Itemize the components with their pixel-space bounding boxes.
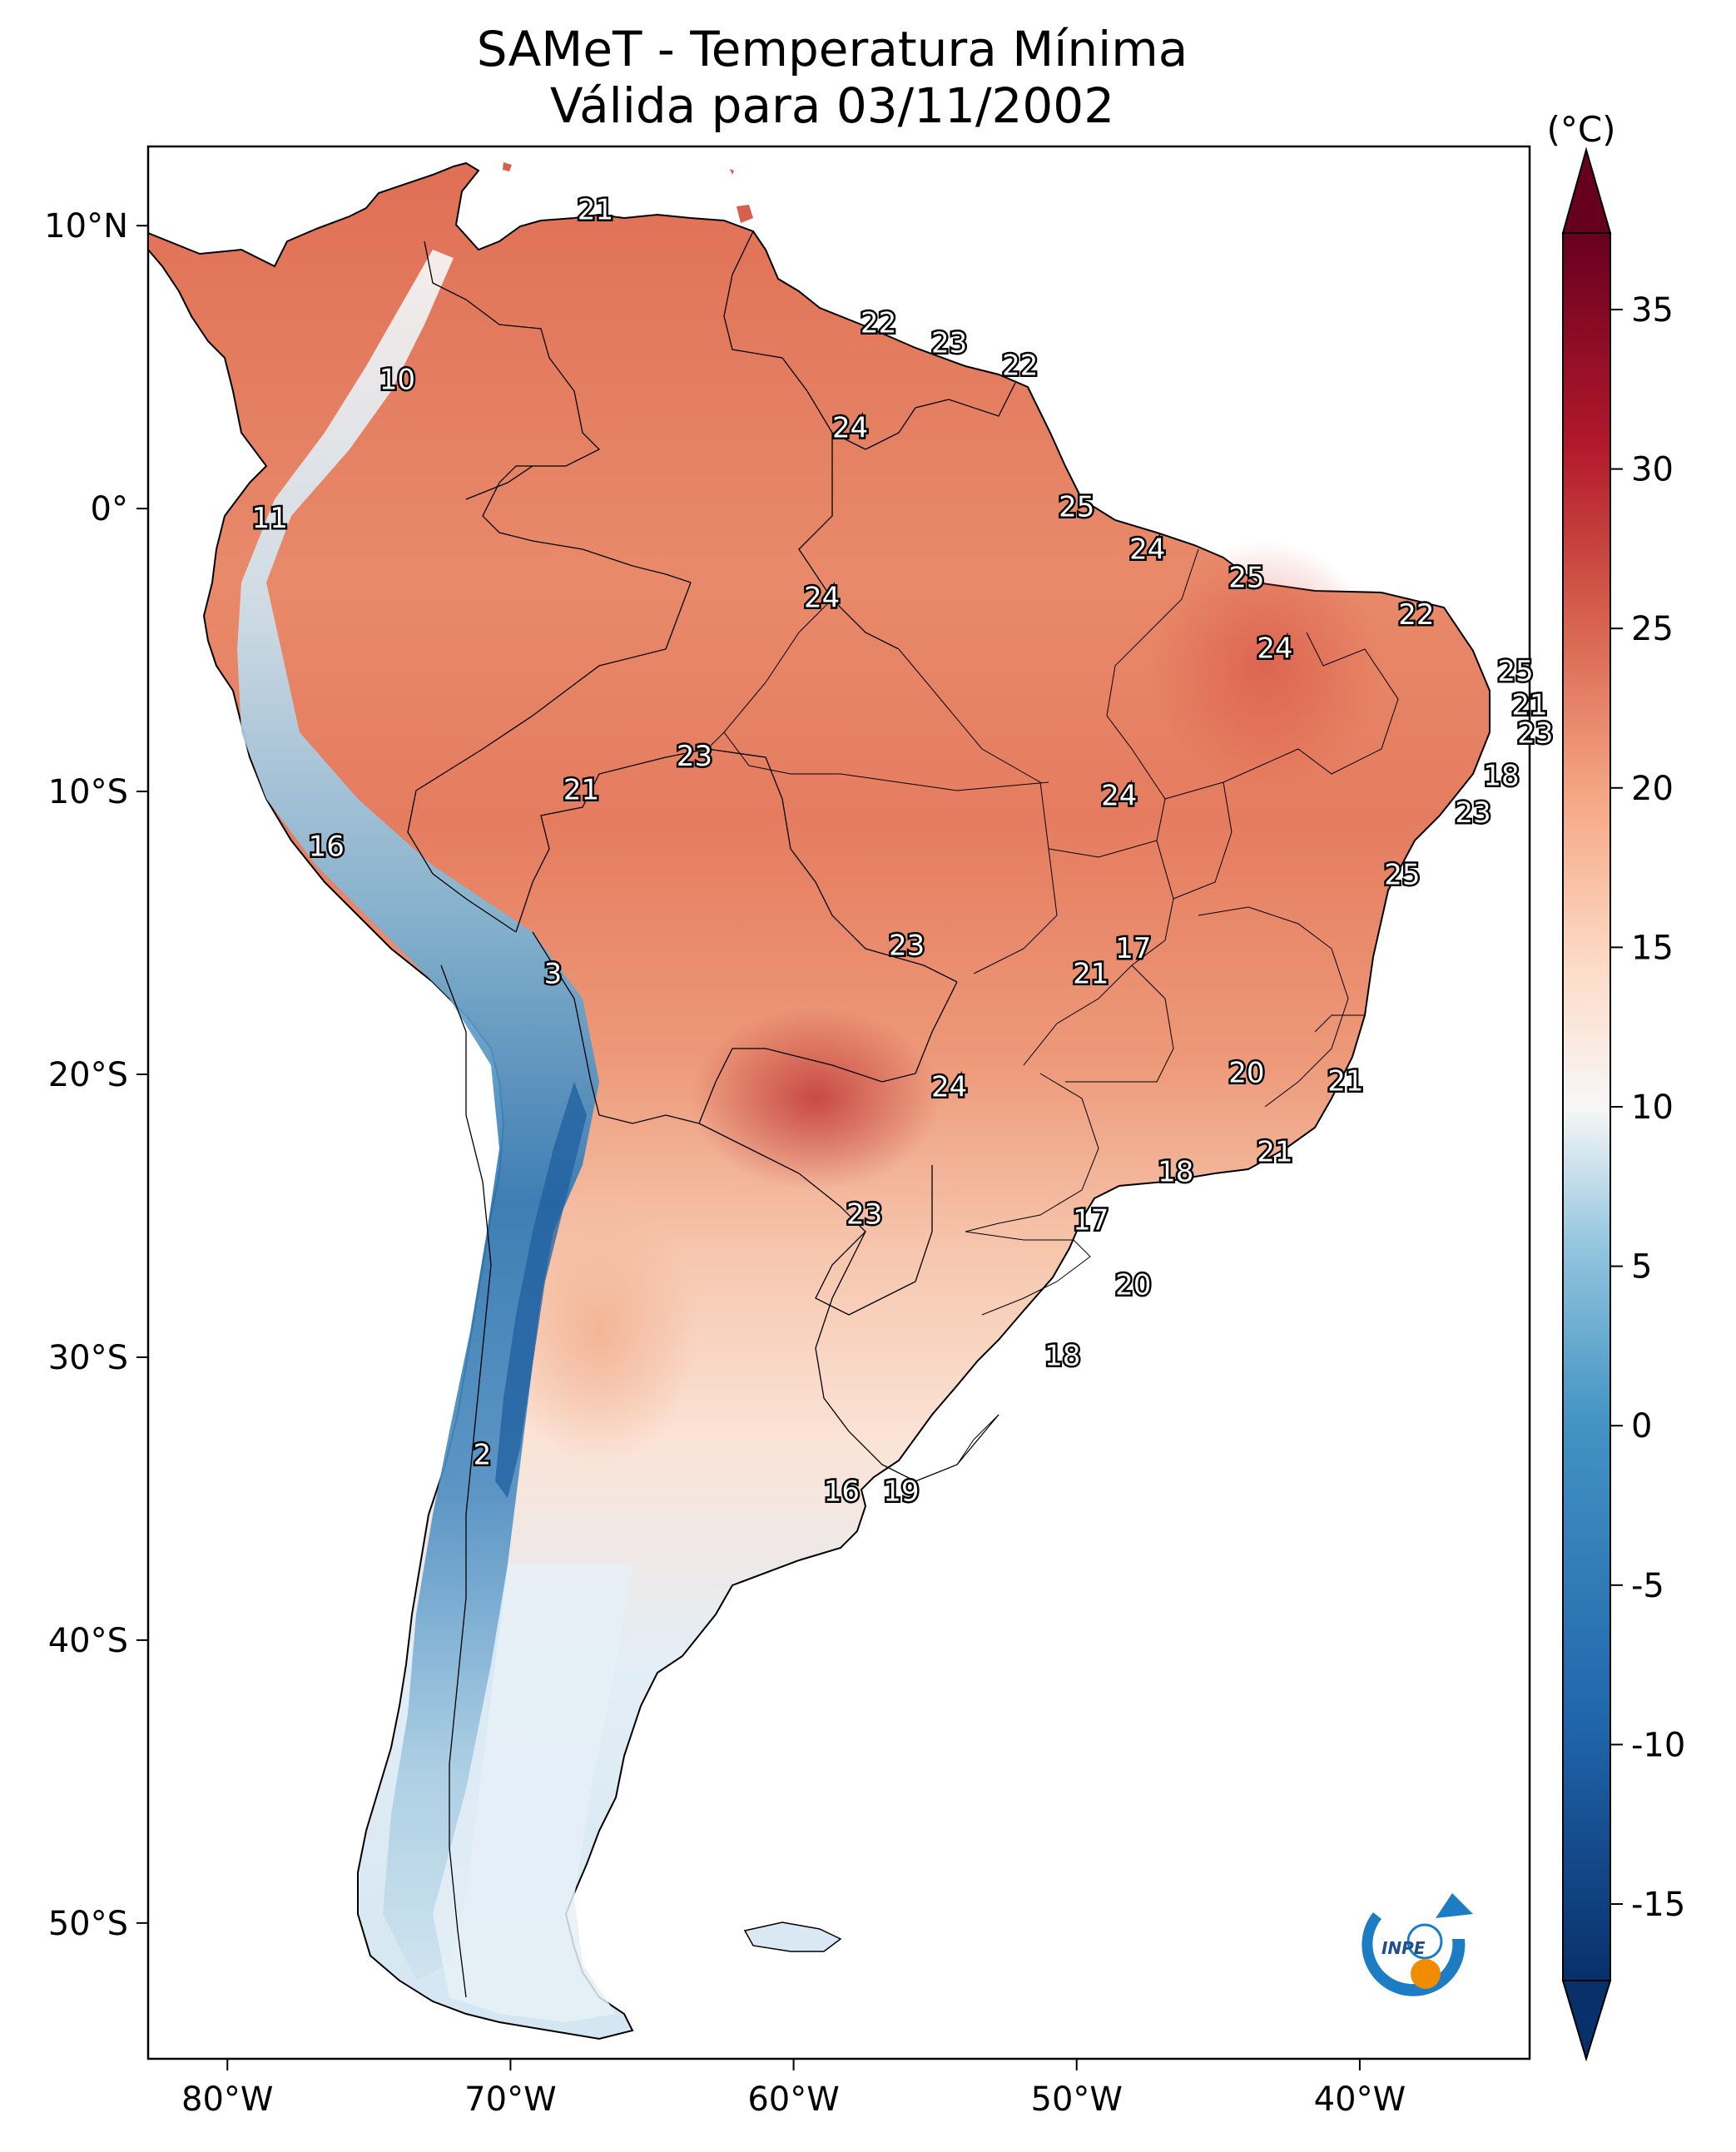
colorbar-bottom-arrow: [1561, 1980, 1612, 2062]
station-label: 18: [1044, 1339, 1080, 1372]
lat-tick-label: 50°S: [48, 1905, 128, 1943]
colorbar-bar: [1562, 232, 1611, 1981]
lon-tick-label: 80°W: [181, 2080, 273, 2119]
station-label: 2: [474, 1438, 492, 1471]
station-label: 17: [1115, 932, 1151, 965]
andes-cold-band: [237, 250, 599, 1981]
lon-tick-label: 70°W: [464, 2080, 556, 2119]
station-label: 11: [252, 502, 288, 535]
lon-tick-label: 50°W: [1031, 2080, 1123, 2119]
inpe-logo-text: INPE: [1381, 1938, 1426, 1958]
inpe-logo: INPE: [1362, 1893, 1473, 1996]
station-label: 20: [1115, 1268, 1151, 1302]
colorbar-unit-label: (°C): [1546, 109, 1615, 150]
northeast-warm-zone: [1148, 541, 1381, 791]
lat-tick-label: 0°: [91, 490, 128, 528]
station-label: 21: [1327, 1065, 1363, 1098]
station-label: 24: [1257, 632, 1292, 666]
station-label: 10: [379, 364, 415, 397]
station-label: 25: [1059, 491, 1094, 524]
station-label: 19: [883, 1475, 919, 1509]
lon-tick-label: 40°W: [1314, 2080, 1406, 2119]
station-label: 22: [861, 307, 896, 340]
colorbar-tick-label: 25: [1631, 610, 1674, 648]
station-label: 21: [1511, 689, 1547, 722]
station-label: 23: [889, 930, 925, 963]
state-borders: [707, 548, 1399, 1465]
colorbar: (°C) 35 30 25 20 15 10 5 0 -5 -10 -15: [1546, 109, 1685, 2062]
country-borders: [407, 231, 1016, 1998]
lat-tick-label: 30°S: [48, 1339, 128, 1377]
colorbar-tick-label: 20: [1631, 770, 1674, 808]
station-label: 22: [1398, 598, 1434, 632]
colorbar-tick-label: -15: [1631, 1886, 1685, 1924]
station-label: 21: [563, 774, 599, 807]
station-label: 18: [1158, 1155, 1193, 1188]
patagonia-cool-zone: [433, 1564, 632, 2022]
station-label: 21: [578, 194, 613, 227]
chaco-hot-spot: [691, 1007, 940, 1190]
station-label: 23: [677, 740, 712, 773]
lat-tick-label: 10°S: [48, 773, 128, 811]
station-label: 24: [1129, 533, 1165, 567]
colorbar-top-arrow: [1561, 146, 1612, 234]
station-label: 16: [824, 1475, 860, 1509]
station-label: 21: [1073, 958, 1109, 991]
station-label: 21: [1257, 1136, 1292, 1169]
station-label: 23: [1517, 717, 1553, 751]
station-label: 20: [1228, 1057, 1264, 1090]
colorbar-tick-label: 5: [1631, 1248, 1652, 1287]
colorbar-tick-label: 15: [1631, 929, 1674, 967]
colorbar-ticks: 35 30 25 20 15 10 5 0 -5 -10 -15: [1610, 291, 1685, 1924]
station-label: 23: [846, 1197, 882, 1231]
station-label: 16: [309, 831, 345, 864]
station-label: 25: [1384, 859, 1420, 892]
station-label: 24: [804, 581, 840, 614]
lat-tick-label: 40°S: [48, 1622, 128, 1660]
station-label: 3: [544, 958, 563, 991]
andes-deep-cold-core: [495, 1082, 587, 1498]
map-axes: 80°W 70°W 60°W 50°W 40°W 10°N 0° 10°S 20°S 30°S 40…: [44, 207, 1406, 2119]
station-label: 23: [931, 326, 967, 359]
station-label: 18: [1483, 760, 1519, 793]
station-label: 22: [1002, 350, 1038, 383]
station-label: 24: [1101, 779, 1137, 812]
falkland-islands: [743, 1921, 842, 1952]
map-title-line-2: Válida para 03/11/2002: [549, 77, 1115, 134]
colorbar-tick-label: 35: [1631, 291, 1674, 330]
station-label: 23: [1455, 796, 1490, 830]
colorbar-tick-label: 10: [1631, 1088, 1674, 1127]
colorbar-tick-label: -5: [1631, 1567, 1664, 1605]
lat-tick-label: 10°N: [44, 207, 128, 245]
lon-tick-label: 60°W: [747, 2080, 839, 2119]
station-label: 24: [931, 1071, 967, 1104]
colorbar-tick-label: 0: [1631, 1407, 1652, 1445]
station-label: 17: [1073, 1203, 1109, 1237]
station-label: 24: [832, 411, 868, 444]
lat-tick-label: 20°S: [48, 1056, 128, 1094]
map-title-line-1: SAMeT - Temperatura Mínima: [476, 21, 1188, 77]
colorbar-tick-label: -10: [1631, 1726, 1685, 1764]
station-label: 25: [1228, 562, 1264, 595]
station-label: 25: [1497, 655, 1533, 688]
colorbar-tick-label: 30: [1631, 451, 1674, 489]
